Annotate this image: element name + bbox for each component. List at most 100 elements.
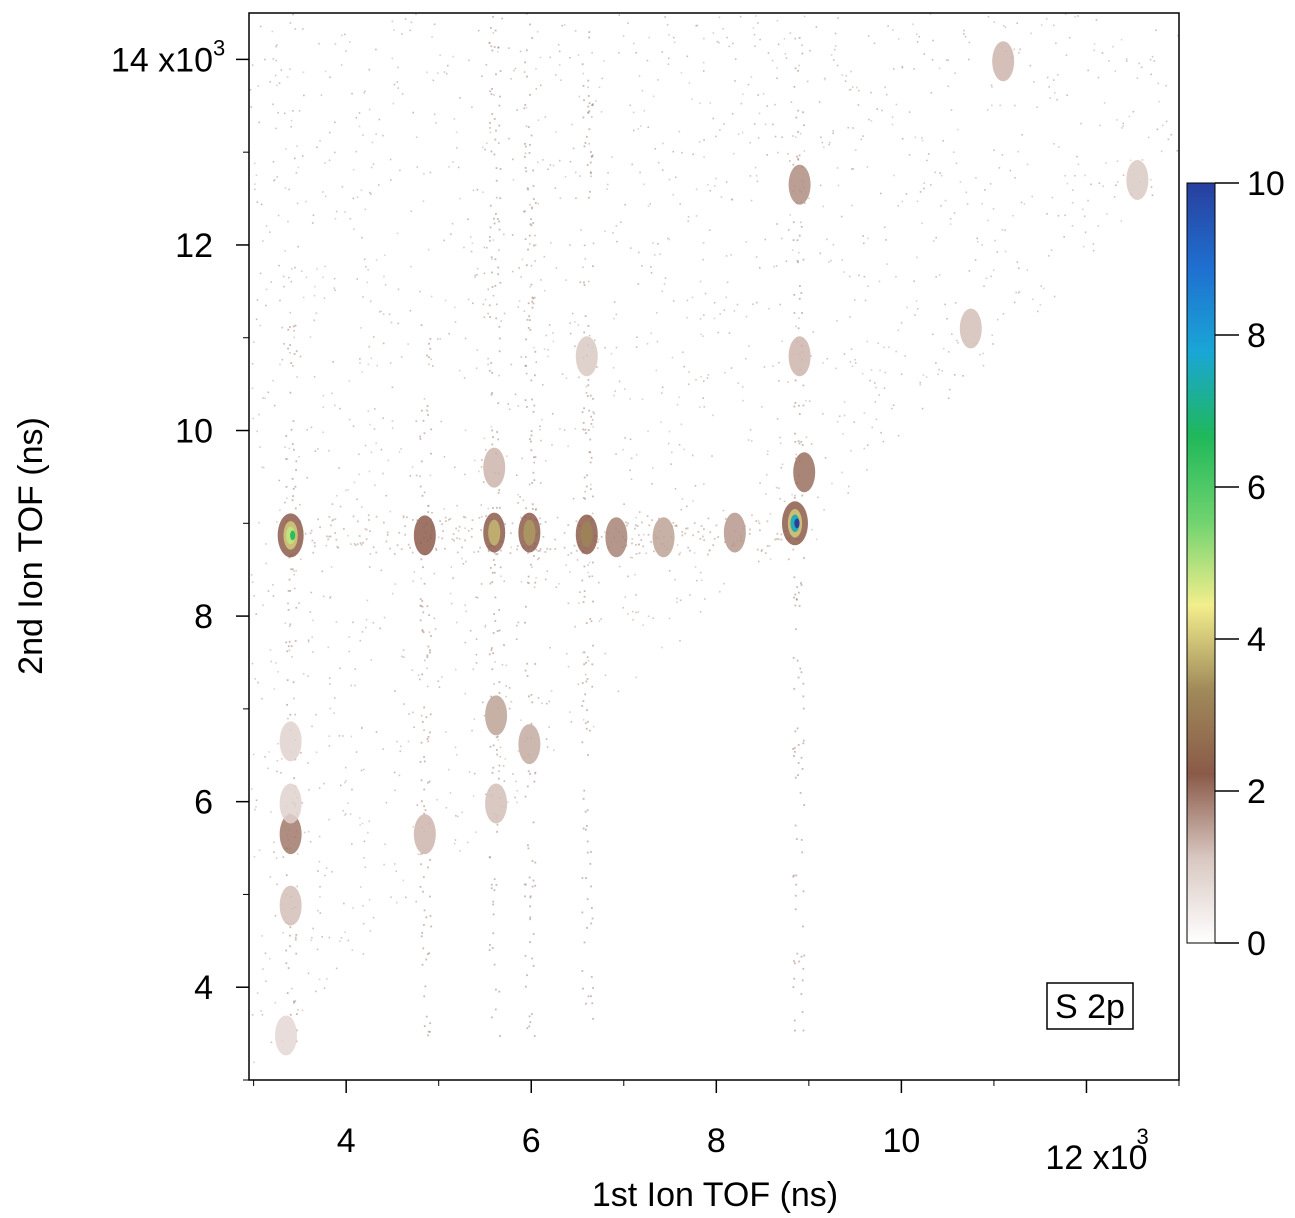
density-speck — [935, 362, 937, 364]
density-speck — [781, 463, 784, 466]
density-speck — [310, 591, 313, 594]
density-speck — [681, 498, 684, 500]
density-speck — [572, 147, 575, 150]
density-speck — [556, 516, 559, 519]
density-speck — [427, 645, 430, 648]
colorbar-tick-label: 6 — [1247, 469, 1266, 507]
density-speck — [824, 77, 826, 80]
density-speck — [548, 726, 550, 728]
density-speck — [990, 275, 992, 278]
heatmap-island — [518, 724, 541, 765]
density-speck — [534, 456, 537, 459]
density-speck — [720, 196, 723, 198]
density-speck — [938, 368, 940, 371]
density-speck — [476, 596, 479, 599]
density-speck — [581, 579, 584, 582]
density-speck — [828, 143, 830, 146]
density-speck — [583, 565, 586, 568]
density-speck — [1102, 185, 1105, 187]
density-speck — [290, 362, 293, 364]
density-speck — [328, 159, 331, 162]
density-speck — [454, 321, 457, 323]
density-speck — [1056, 98, 1058, 101]
density-speck — [383, 616, 386, 619]
density-speck — [307, 972, 310, 975]
density-speck — [480, 583, 483, 585]
density-speck — [455, 527, 458, 530]
density-speck — [439, 54, 441, 57]
density-speck — [318, 860, 321, 863]
density-speck — [797, 157, 800, 160]
density-speck — [692, 153, 694, 156]
density-speck — [347, 534, 349, 537]
density-speck — [256, 201, 259, 203]
density-speck — [713, 317, 716, 320]
density-speck — [648, 36, 650, 39]
density-speck — [343, 33, 346, 36]
density-speck — [718, 590, 721, 593]
density-speck — [511, 270, 514, 273]
density-speck — [802, 967, 805, 970]
density-speck — [306, 429, 309, 431]
density-speck — [817, 496, 819, 499]
density-speck — [369, 300, 372, 303]
density-speck — [801, 52, 804, 55]
density-speck — [477, 470, 480, 473]
density-speck — [423, 729, 425, 731]
density-speck — [761, 406, 763, 408]
density-speck — [272, 584, 274, 586]
density-speck — [708, 229, 711, 232]
density-speck — [284, 501, 286, 504]
density-speck — [492, 217, 495, 220]
density-speck — [696, 24, 698, 27]
density-speck — [404, 525, 406, 528]
density-speck — [482, 191, 484, 194]
density-speck — [249, 88, 252, 91]
density-speck — [797, 69, 800, 72]
density-speck — [299, 558, 302, 561]
density-speck — [567, 554, 570, 556]
density-speck — [589, 862, 592, 865]
heatmap-island — [781, 501, 808, 546]
density-speck — [565, 279, 567, 281]
density-speck — [875, 418, 878, 421]
density-speck — [1046, 213, 1048, 215]
density-speck — [715, 524, 718, 527]
density-speck — [800, 225, 803, 228]
density-speck — [1147, 136, 1150, 139]
density-speck — [546, 570, 549, 572]
density-speck — [371, 141, 374, 144]
density-speck — [578, 95, 581, 98]
density-speck — [585, 1002, 587, 1005]
heatmap-island — [413, 814, 436, 855]
density-speck — [532, 302, 535, 305]
density-speck — [801, 311, 803, 314]
density-speck — [569, 56, 571, 59]
density-speck — [987, 219, 989, 222]
density-speck — [641, 265, 643, 267]
density-speck — [382, 313, 385, 316]
density-speck — [1055, 42, 1057, 45]
density-speck — [678, 130, 681, 133]
density-speck — [496, 431, 499, 433]
colorbar-tick-label: 0 — [1247, 925, 1266, 963]
density-speck — [267, 590, 270, 592]
density-speck — [810, 443, 813, 445]
density-speck — [358, 473, 361, 476]
density-speck — [592, 425, 595, 428]
density-speck — [541, 383, 544, 386]
density-speck — [779, 497, 781, 500]
density-speck — [497, 438, 500, 441]
density-speck — [312, 551, 315, 554]
density-speck — [518, 300, 521, 302]
density-speck — [465, 560, 467, 563]
density-speck — [461, 811, 463, 814]
density-speck — [362, 905, 364, 907]
density-speck — [529, 941, 531, 944]
density-speck — [295, 469, 297, 471]
density-speck — [1003, 24, 1005, 27]
density-speck — [495, 506, 498, 509]
density-speck — [410, 265, 412, 268]
density-speck — [586, 709, 588, 712]
density-speck — [901, 65, 904, 68]
